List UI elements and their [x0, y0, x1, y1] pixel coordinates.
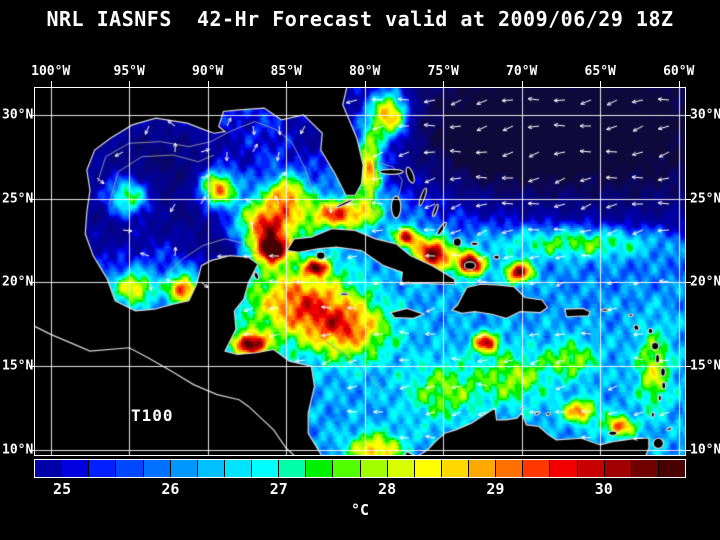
colorbar-cell: [62, 460, 90, 477]
colorbar: [34, 459, 686, 478]
axis-tick: [129, 81, 131, 87]
axis-tick: [600, 81, 602, 87]
lon-tick-label: 95°W: [113, 64, 145, 79]
axis-tick: [678, 81, 680, 87]
lat-tick-label: 15°N: [2, 358, 34, 374]
colorbar-cell: [116, 460, 144, 477]
axis-tick: [685, 282, 691, 284]
temperature-map-canvas: [35, 88, 685, 455]
axis-tick: [685, 114, 691, 116]
colorbar-cell: [197, 460, 225, 477]
colorbar-cell: [170, 460, 198, 477]
axis-tick: [685, 449, 691, 451]
colorbar-unit: °C: [350, 501, 370, 519]
colorbar-cell: [523, 460, 551, 477]
lat-tick-label: 10°N: [690, 442, 720, 458]
lat-tick-label: 20°N: [690, 274, 720, 290]
axis-tick: [29, 198, 35, 200]
colorbar-tick-label: 29: [486, 480, 505, 498]
colorbar-cell: [143, 460, 171, 477]
axis-tick: [29, 114, 35, 116]
axis-tick: [685, 366, 691, 368]
axis-tick: [521, 81, 523, 87]
colorbar-cell: [35, 460, 63, 477]
axis-tick: [364, 81, 366, 87]
colorbar-cell: [89, 460, 117, 477]
colorbar-tick-label: 27: [269, 480, 288, 498]
colorbar-cell: [658, 460, 685, 477]
lon-tick-label: 75°W: [427, 64, 459, 79]
lat-tick-label: 30°N: [690, 107, 720, 123]
colorbar-tick-label: 25: [53, 480, 72, 498]
axis-tick: [207, 81, 209, 87]
colorbar-cell: [360, 460, 388, 477]
lon-tick-label: 85°W: [270, 64, 302, 79]
lat-tick-label: 15°N: [690, 358, 720, 374]
colorbar-cell: [577, 460, 605, 477]
lon-tick-label: 80°W: [349, 64, 381, 79]
lat-tick-label: 30°N: [2, 107, 34, 123]
colorbar-cell: [224, 460, 252, 477]
lon-tick-label: 90°W: [192, 64, 224, 79]
lat-tick-label: 20°N: [2, 274, 34, 290]
colorbar-cell: [252, 460, 280, 477]
colorbar-cell: [496, 460, 524, 477]
colorbar-cell: [469, 460, 497, 477]
field-label: T100: [131, 406, 174, 425]
colorbar-cell: [414, 460, 442, 477]
axis-tick: [29, 449, 35, 451]
colorbar-cell: [306, 460, 334, 477]
lat-tick-label: 25°N: [2, 191, 34, 207]
colorbar-cell: [441, 460, 469, 477]
axis-tick: [29, 282, 35, 284]
colorbar-tick-label: 28: [378, 480, 397, 498]
lon-tick-label: 100°W: [31, 64, 71, 79]
colorbar-tick-label: 30: [594, 480, 613, 498]
lat-tick-label: 25°N: [690, 191, 720, 207]
axis-tick: [29, 366, 35, 368]
axis-tick: [50, 81, 52, 87]
colorbar-cell: [333, 460, 361, 477]
axis-tick: [443, 81, 445, 87]
lon-tick-label: 70°W: [506, 64, 538, 79]
page-title: NRL IASNFS 42-Hr Forecast valid at 2009/…: [46, 7, 674, 31]
lon-tick-label: 60°W: [663, 64, 695, 79]
axis-tick: [685, 198, 691, 200]
axis-tick: [286, 81, 288, 87]
colorbar-cell: [279, 460, 307, 477]
colorbar-cell: [604, 460, 632, 477]
map-plot-area: T100: [34, 87, 686, 456]
lat-tick-label: 10°N: [2, 442, 34, 458]
colorbar-tick-label: 26: [161, 480, 180, 498]
colorbar-cell: [631, 460, 659, 477]
colorbar-cell: [550, 460, 578, 477]
lon-tick-label: 65°W: [584, 64, 616, 79]
colorbar-cell: [387, 460, 415, 477]
